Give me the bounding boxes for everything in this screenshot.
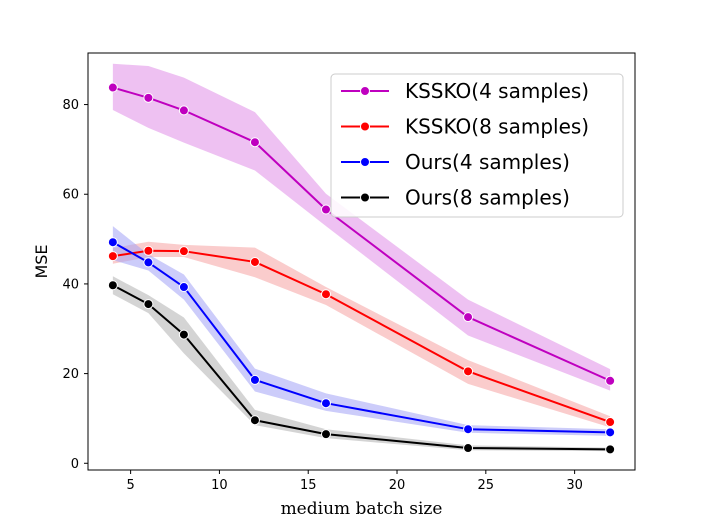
- y-tick-label: 0: [71, 457, 79, 472]
- y-tick-label: 40: [62, 277, 79, 292]
- data-point-series-1-x-6: [143, 92, 154, 103]
- data-point-series-2-x-6: [143, 245, 154, 256]
- y-tick-label: 80: [62, 98, 79, 113]
- legend-marker-series-3: [360, 157, 370, 167]
- y-tick-label: 20: [62, 367, 79, 382]
- data-point-series-2-x-8: [178, 246, 189, 257]
- x-tick-label: 20: [389, 478, 406, 493]
- data-point-series-1-x-16: [320, 204, 331, 215]
- data-point-series-4-x-24: [463, 443, 474, 454]
- confidence-band-series-3: [112, 226, 611, 436]
- x-tick-label: 15: [300, 478, 317, 493]
- data-point-series-1-x-12: [249, 137, 260, 148]
- x-tick-label: 30: [566, 478, 583, 493]
- legend-label-series-2: KSSKO(8 samples): [405, 115, 589, 139]
- confidence-band-series-4: [112, 276, 611, 452]
- confidence-band-series-1: [112, 63, 611, 391]
- legend: KSSKO(4 samples) KSSKO(8 samples) Ours(4 s…: [330, 73, 624, 218]
- data-point-series-2-x-12: [249, 256, 260, 267]
- x-axis-ticks: 5 10 15 20 25 30: [126, 470, 583, 493]
- data-point-series-1-x-24: [463, 312, 474, 323]
- legend-box: [330, 73, 624, 218]
- data-point-series-1-x-8: [178, 105, 189, 116]
- legend-marker-series-4: [360, 192, 370, 203]
- legend-marker-series-1: [360, 86, 370, 96]
- legend-label-series-1: KSSKO(4 samples): [405, 79, 589, 103]
- y-tick-label: 60: [62, 188, 79, 203]
- data-point-series-3-x-24: [463, 424, 474, 435]
- data-point-series-3-x-8: [178, 282, 189, 293]
- legend-label-series-4: Ours(8 samples): [405, 186, 570, 210]
- plot-frame: [87, 52, 636, 471]
- x-tick-label: 25: [478, 478, 495, 493]
- legend-label-series-3: Ours(4 samples): [405, 150, 570, 174]
- data-point-series-2-x-24: [463, 366, 474, 377]
- data-point-series-1-x-32: [605, 375, 616, 386]
- x-tick-label: 5: [126, 478, 134, 493]
- data-point-series-2-x-16: [320, 289, 331, 300]
- y-axis-label: MSE: [32, 244, 51, 278]
- data-point-series-1-x-4: [107, 82, 118, 93]
- x-axis-label: medium batch size: [281, 499, 443, 519]
- data-point-series-4-x-12: [249, 415, 260, 426]
- data-point-series-4-x-8: [178, 329, 189, 340]
- confidence-band-series-2: [112, 241, 611, 428]
- data-point-series-2-x-4: [107, 251, 118, 262]
- series-points: [107, 82, 616, 455]
- legend-marker-series-2: [360, 121, 370, 132]
- data-point-series-4-x-4: [107, 280, 118, 291]
- confidence-bands: [112, 63, 611, 452]
- data-point-series-3-x-4: [107, 237, 118, 248]
- y-axis-ticks: 0 20 40 60 80: [62, 98, 88, 472]
- x-tick-label: 10: [211, 478, 228, 493]
- data-point-series-2-x-32: [605, 417, 616, 428]
- data-point-series-4-x-32: [605, 444, 616, 455]
- data-point-series-3-x-32: [605, 427, 616, 438]
- data-point-series-3-x-12: [249, 374, 260, 385]
- data-point-series-4-x-6: [143, 299, 154, 310]
- data-point-series-4-x-16: [320, 429, 331, 440]
- data-point-series-3-x-6: [143, 257, 154, 268]
- data-point-series-3-x-16: [320, 398, 331, 409]
